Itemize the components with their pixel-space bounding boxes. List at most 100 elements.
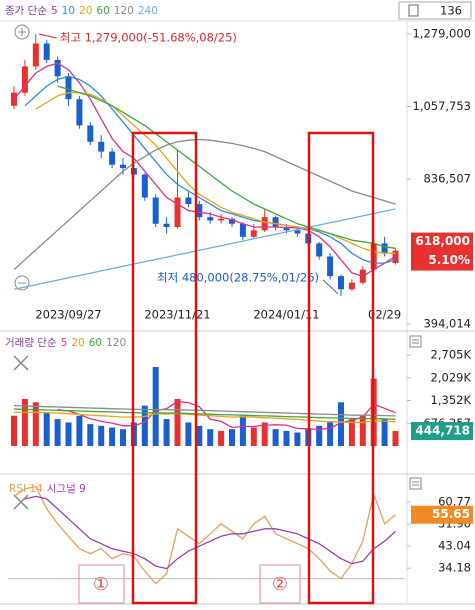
- legend: 종가 단순 5 10 20 60 120 240: [5, 5, 158, 17]
- y-tick-label: 34.18: [438, 561, 471, 575]
- volume-bar: [218, 430, 225, 446]
- volume-bar: [185, 422, 192, 446]
- y-tick-label: 1,352K: [431, 393, 472, 407]
- volume-bar: [98, 425, 105, 446]
- candle-body: [120, 164, 126, 169]
- legend-entry: 120: [106, 337, 126, 349]
- volume-bar: [76, 415, 83, 446]
- y-tick-label: 1,057,753: [412, 99, 471, 113]
- volume-bar: [163, 419, 170, 446]
- volume-bar: [87, 424, 94, 446]
- series-line: [35, 92, 396, 254]
- close-icon[interactable]: [13, 494, 29, 510]
- label-box: [259, 564, 301, 604]
- candle-body: [185, 197, 192, 205]
- x-tick-label: 2024/01/11: [253, 308, 319, 322]
- y-tick-label: 43.04: [438, 539, 471, 553]
- volume-bar: [283, 430, 290, 446]
- legend-entry: 60: [89, 337, 102, 349]
- legend: RSI 14 시그널 9: [9, 483, 86, 495]
- volume-bar: [294, 432, 301, 446]
- menu-icon[interactable]: [409, 477, 422, 490]
- rsi-badge: [411, 505, 473, 524]
- candle-body: [207, 217, 214, 221]
- candle-body: [54, 59, 61, 77]
- y-tick-label: 2,029K: [431, 370, 472, 384]
- candle-body: [76, 99, 83, 126]
- volume-bar: [261, 422, 268, 446]
- annotation: 최고 1,279,000(-51.68%,08/25): [60, 30, 237, 44]
- legend-entry: 20: [71, 337, 84, 349]
- series-line: [13, 62, 396, 277]
- volume-bar: [32, 402, 39, 446]
- annotation-arrow: [38, 33, 57, 39]
- annotation-arrow: [322, 279, 339, 295]
- volume-bar: [327, 422, 334, 446]
- volume-bar: [65, 422, 72, 446]
- volume-bar: [239, 415, 246, 446]
- box-label: ①: [93, 574, 109, 595]
- candle-body: [196, 204, 203, 218]
- legend-entry: 5: [61, 337, 68, 349]
- volume-bar: [141, 405, 148, 446]
- plot-layer: 2023/09/27 2023/11/21 2024/01/11 02/29 최고 1,…: [5, 5, 473, 585]
- candle-body: [174, 197, 181, 228]
- candle-body: [348, 282, 355, 290]
- legend-entry: 20: [79, 5, 92, 17]
- count-box[interactable]: [398, 1, 472, 20]
- doc-icon[interactable]: [408, 4, 419, 17]
- candle-body: [327, 256, 334, 277]
- highlight-box: [131, 131, 198, 605]
- volume-badge: [411, 422, 473, 441]
- candle-body: [381, 243, 388, 254]
- y-tick-label: 836,507: [423, 171, 471, 185]
- candle-body: [32, 43, 39, 67]
- y-tick-label: 1,279,000: [412, 26, 471, 40]
- change-badge-label: 5.10%: [428, 253, 470, 267]
- legend-entry: 10: [62, 5, 75, 17]
- menu-icon[interactable]: [409, 335, 422, 348]
- zoom-in-icon[interactable]: [14, 24, 30, 40]
- volume-bar: [43, 412, 50, 446]
- volume-bar: [174, 398, 181, 446]
- series-line: [24, 75, 396, 264]
- candle-body: [239, 223, 246, 237]
- candle-body: [43, 43, 50, 60]
- series-line: [24, 495, 396, 570]
- candle-body: [218, 218, 225, 221]
- volume-bar: [338, 402, 344, 446]
- candle-body: [141, 174, 148, 198]
- legend-title: 거래량 단순: [5, 337, 57, 349]
- volume-badge-label: 444,718: [415, 424, 470, 438]
- candle-body: [250, 230, 257, 237]
- x-tick-label: 02/29: [368, 308, 401, 322]
- volume-bar: [250, 427, 257, 446]
- volume-bar: [21, 398, 28, 446]
- close-icon[interactable]: [13, 355, 29, 371]
- y-tick-label: 394,014: [423, 316, 471, 330]
- x-tick-label: 2023/11/21: [144, 308, 210, 322]
- box-label: ②: [272, 574, 288, 595]
- label-box: [78, 564, 125, 604]
- candle-body: [21, 66, 28, 93]
- candle-body: [152, 197, 159, 224]
- series-line: [14, 411, 396, 424]
- candle-body: [98, 141, 105, 152]
- annotation: 최저 480,000(28.75%,01/26): [157, 270, 319, 284]
- legend: 거래량 단순 5 20 60 120: [5, 337, 126, 349]
- candle-body: [65, 76, 72, 100]
- legend-entry: 120: [114, 5, 134, 17]
- series-line: [57, 400, 396, 431]
- legend-entry: 시그널 9: [47, 483, 86, 495]
- x-tick-label: 2023/09/27: [35, 308, 101, 322]
- candle-body: [316, 243, 323, 257]
- y-tick-label: 60.77: [438, 494, 471, 508]
- candle-body: [272, 217, 279, 228]
- legend-entry: 240: [138, 5, 158, 17]
- volume-bar: [392, 431, 399, 446]
- legend-entry: 5: [51, 5, 58, 17]
- header-count: 136: [440, 4, 462, 18]
- volume-bar: [316, 425, 323, 446]
- y-tick-label: 2,705K: [431, 348, 472, 362]
